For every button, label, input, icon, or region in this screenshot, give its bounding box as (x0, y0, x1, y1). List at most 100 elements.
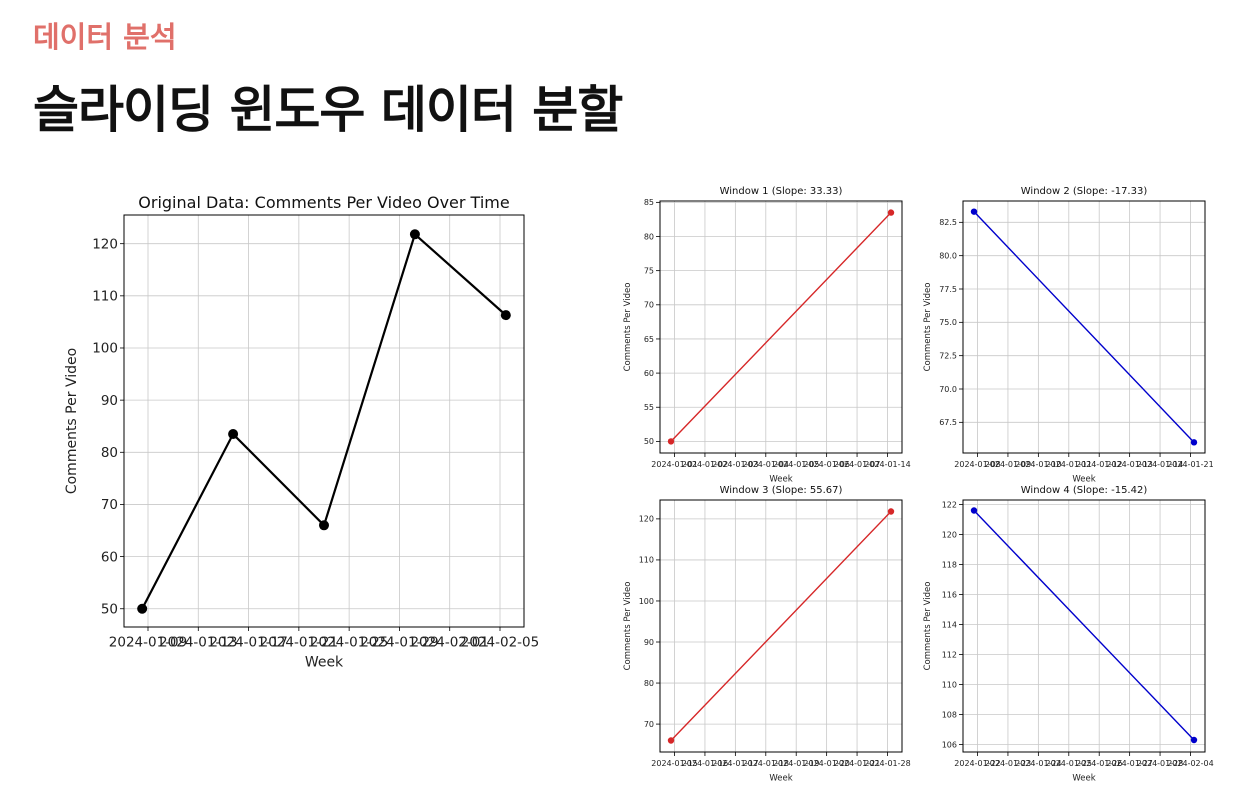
y-tick-label: 116 (942, 590, 957, 599)
y-tick-label: 100 (92, 341, 118, 357)
x-tick-label: 2024-01-13 (1106, 460, 1153, 469)
y-tick-label: 55 (644, 403, 654, 412)
chart-title: Window 3 (Slope: 55.67) (720, 485, 843, 496)
window-3-chart: 7080901001101202024-01-152024-01-162024-… (623, 485, 911, 783)
y-tick-label: 65 (644, 335, 654, 344)
x-tick-label: 2024-01-24 (1015, 759, 1062, 768)
slide-title: 슬라이딩 윈도우 데이터 분할 (33, 81, 623, 139)
y-tick-label: 85 (644, 198, 654, 207)
data-point (1190, 439, 1198, 446)
window-2-chart: 67.570.072.575.077.580.082.52024-01-0820… (923, 186, 1214, 484)
x-tick-label: 2024-01-05 (773, 460, 820, 469)
chart-title: Original Data: Comments Per Video Over T… (138, 193, 509, 212)
data-line (670, 511, 892, 741)
data-point (409, 229, 420, 240)
data-line (141, 232, 507, 610)
section-label: 데이터 분석 (33, 20, 177, 54)
y-tick-label: 67.5 (939, 418, 957, 427)
y-axis-label: Comments Per Video (623, 582, 633, 671)
x-axis-label: Week (769, 475, 792, 484)
x-tick-label: 2024-01-25 (310, 635, 388, 651)
data-point (970, 507, 978, 514)
x-axis-label: Week (1072, 774, 1095, 783)
y-tick-label: 70 (101, 497, 118, 513)
x-tick-label: 2024-01-23 (985, 759, 1032, 768)
y-tick-label: 112 (942, 650, 957, 659)
data-point (319, 520, 329, 531)
plot-frame (659, 200, 903, 454)
y-tick-label: 80 (101, 445, 118, 461)
y-axis-label: Comments Per Video (923, 582, 933, 671)
data-point (228, 429, 239, 440)
chart-title: Window 4 (Slope: -15.42) (1021, 485, 1148, 496)
x-tick-label: 2024-01-20 (803, 759, 850, 768)
data-point (1190, 736, 1198, 744)
y-tick-label: 50 (101, 601, 118, 617)
x-tick-label: 2024-01-21 (834, 759, 881, 768)
y-tick-label: 118 (942, 560, 957, 569)
x-tick-label: 2024-01-09 (985, 460, 1032, 469)
x-axis-label: Week (305, 655, 344, 671)
x-tick-label: 2024-01-12 (1076, 460, 1123, 469)
x-tick-label: 2024-01-21 (260, 635, 338, 651)
data-point (887, 508, 895, 515)
data-point (667, 438, 675, 445)
y-tick-label: 90 (101, 393, 118, 409)
window-4-chart: 1061081101121141161181201222024-01-22202… (923, 485, 1214, 783)
x-tick-label: 2024-01-18 (743, 759, 790, 768)
x-tick-label: 2024-01-16 (682, 759, 729, 768)
y-tick-label: 82.5 (939, 218, 957, 227)
y-tick-label: 70 (644, 301, 654, 310)
y-tick-label: 70.0 (939, 385, 957, 394)
x-tick-label: 2024-01-04 (743, 460, 790, 469)
x-tick-label: 2024-01-17 (712, 759, 759, 768)
x-tick-label: 2024-01-28 (1137, 759, 1184, 768)
x-tick-label: 2024-01-10 (1015, 460, 1062, 469)
x-axis-label: Week (769, 774, 792, 783)
y-tick-label: 60 (644, 369, 654, 378)
data-point (970, 208, 978, 215)
y-tick-label: 77.5 (939, 285, 957, 294)
x-tick-label: 2024-01-19 (773, 759, 820, 768)
y-tick-label: 75.0 (939, 318, 957, 327)
chart-title: Window 1 (Slope: 33.33) (720, 186, 843, 197)
x-axis-label: Week (1072, 475, 1095, 484)
x-tick-label: 2024-01-13 (159, 635, 237, 651)
data-line (973, 510, 1195, 741)
x-tick-label: 2024-01-03 (712, 460, 759, 469)
y-tick-label: 70 (644, 720, 654, 729)
y-tick-label: 100 (639, 597, 654, 606)
x-tick-label: 2024-01-14 (1137, 460, 1184, 469)
y-tick-label: 80.0 (939, 251, 957, 260)
x-tick-label: 2024-02-04 (1167, 759, 1214, 768)
y-tick-label: 108 (942, 710, 957, 719)
x-tick-label: 2024-01-25 (1046, 759, 1093, 768)
data-point (887, 209, 895, 216)
chart-title: Window 2 (Slope: -17.33) (1021, 186, 1148, 197)
y-tick-label: 75 (644, 266, 654, 275)
plot-frame (962, 499, 1206, 753)
y-tick-label: 122 (942, 500, 957, 509)
data-point (667, 737, 675, 744)
x-tick-label: 2024-01-08 (954, 460, 1001, 469)
plot-frame (962, 200, 1206, 454)
data-line (973, 211, 1195, 443)
y-axis-label: Comments Per Video (64, 348, 80, 494)
x-tick-label: 2024-01-09 (109, 635, 187, 651)
y-tick-label: 110 (92, 289, 118, 305)
x-tick-label: 2024-02-01 (410, 635, 488, 651)
x-tick-label: 2024-01-14 (864, 460, 911, 469)
y-tick-label: 90 (644, 638, 654, 647)
x-tick-label: 2024-01-07 (834, 460, 881, 469)
y-tick-label: 120 (92, 236, 118, 252)
y-tick-label: 114 (942, 620, 957, 629)
y-tick-label: 80 (644, 232, 654, 241)
data-point (500, 310, 511, 321)
data-point (137, 603, 148, 614)
y-tick-label: 72.5 (939, 351, 957, 360)
x-tick-label: 2024-01-27 (1106, 759, 1153, 768)
x-tick-label: 2024-01-11 (1046, 460, 1093, 469)
x-tick-label: 2024-01-06 (803, 460, 850, 469)
y-axis-label: Comments Per Video (923, 283, 933, 372)
x-tick-label: 2024-01-28 (864, 759, 911, 768)
